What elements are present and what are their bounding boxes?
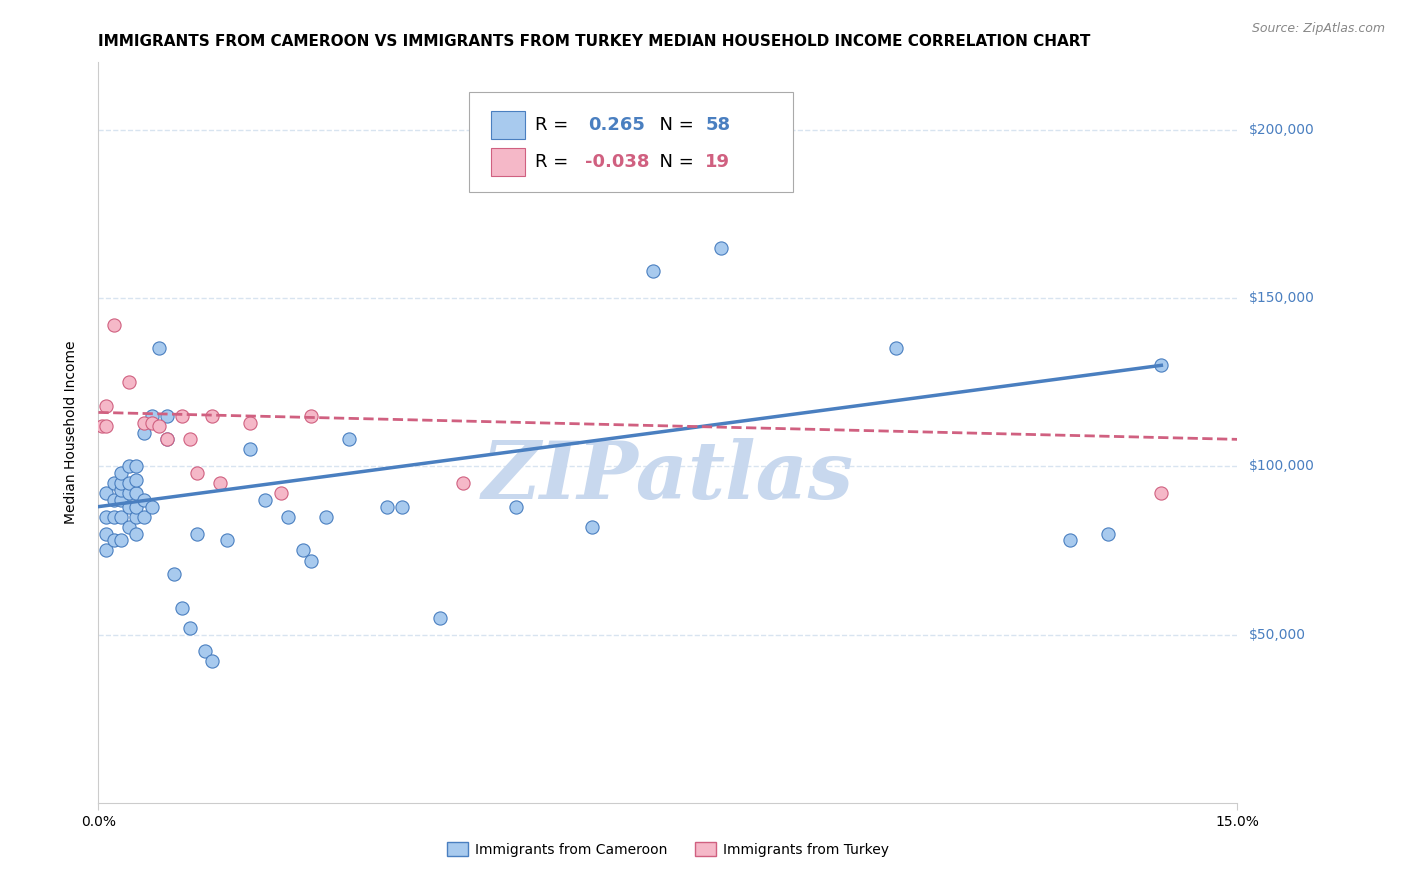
Immigrants from Cameroon: [94, 543, 117, 558]
Text: R =: R =: [534, 153, 574, 170]
Immigrants from Cameroon: [1097, 526, 1119, 541]
Text: ZIPatlas: ZIPatlas: [482, 438, 853, 516]
Immigrants from Turkey: [299, 409, 322, 423]
Immigrants from Cameroon: [581, 520, 603, 534]
Immigrants from Cameroon: [110, 509, 132, 524]
Immigrants from Turkey: [156, 433, 179, 447]
Immigrants from Cameroon: [103, 533, 125, 548]
Immigrants from Turkey: [1150, 486, 1173, 500]
Immigrants from Cameroon: [125, 509, 148, 524]
Immigrants from Cameroon: [277, 509, 299, 524]
Immigrants from Cameroon: [163, 566, 186, 581]
Immigrants from Cameroon: [315, 509, 337, 524]
Text: N =: N =: [648, 153, 700, 170]
Immigrants from Cameroon: [103, 509, 125, 524]
Immigrants from Cameroon: [641, 264, 664, 278]
Text: -0.038: -0.038: [585, 153, 650, 170]
Immigrants from Turkey: [148, 418, 170, 433]
Immigrants from Cameroon: [391, 500, 413, 514]
Immigrants from Cameroon: [125, 486, 148, 500]
Immigrants from Cameroon: [170, 600, 193, 615]
Immigrants from Cameroon: [292, 543, 315, 558]
Immigrants from Turkey: [94, 418, 117, 433]
Immigrants from Cameroon: [110, 492, 132, 507]
Immigrants from Cameroon: [125, 500, 148, 514]
Text: $50,000: $50,000: [1249, 628, 1305, 641]
Immigrants from Cameroon: [375, 500, 398, 514]
Immigrants from Cameroon: [94, 526, 117, 541]
Immigrants from Cameroon: [194, 644, 217, 658]
Immigrants from Cameroon: [94, 509, 117, 524]
Immigrants from Turkey: [208, 476, 231, 491]
Immigrants from Turkey: [239, 416, 262, 430]
Immigrants from Cameroon: [429, 610, 451, 624]
Immigrants from Cameroon: [118, 476, 141, 491]
Immigrants from Cameroon: [118, 520, 141, 534]
Y-axis label: Median Household Income: Median Household Income: [63, 341, 77, 524]
Immigrants from Turkey: [103, 318, 125, 332]
Immigrants from Turkey: [91, 418, 114, 433]
Immigrants from Turkey: [141, 416, 163, 430]
Immigrants from Cameroon: [110, 466, 132, 480]
Text: IMMIGRANTS FROM CAMEROON VS IMMIGRANTS FROM TURKEY MEDIAN HOUSEHOLD INCOME CORRE: IMMIGRANTS FROM CAMEROON VS IMMIGRANTS F…: [98, 34, 1091, 49]
Immigrants from Cameroon: [141, 500, 163, 514]
Text: $150,000: $150,000: [1249, 291, 1315, 305]
Text: R =: R =: [534, 116, 574, 134]
Immigrants from Turkey: [94, 399, 117, 413]
Immigrants from Cameroon: [110, 533, 132, 548]
Immigrants from Cameroon: [884, 342, 907, 356]
Bar: [491, 147, 526, 176]
Text: 0.265: 0.265: [588, 116, 645, 134]
Immigrants from Cameroon: [125, 459, 148, 474]
Immigrants from Cameroon: [505, 500, 527, 514]
Immigrants from Cameroon: [201, 655, 224, 669]
Immigrants from Turkey: [118, 375, 141, 389]
Immigrants from Turkey: [201, 409, 224, 423]
Text: 58: 58: [706, 116, 731, 134]
Immigrants from Cameroon: [156, 409, 179, 423]
Immigrants from Cameroon: [299, 553, 322, 567]
Text: $200,000: $200,000: [1249, 123, 1315, 136]
Immigrants from Cameroon: [710, 240, 733, 255]
Legend: Immigrants from Cameroon, Immigrants from Turkey: Immigrants from Cameroon, Immigrants fro…: [441, 837, 894, 863]
Immigrants from Cameroon: [239, 442, 262, 457]
FancyBboxPatch shape: [468, 92, 793, 192]
Immigrants from Turkey: [132, 416, 155, 430]
Immigrants from Cameroon: [186, 526, 208, 541]
Text: N =: N =: [648, 116, 700, 134]
Immigrants from Cameroon: [132, 509, 155, 524]
Immigrants from Cameroon: [254, 492, 277, 507]
Immigrants from Cameroon: [125, 473, 148, 487]
Immigrants from Cameroon: [103, 476, 125, 491]
Immigrants from Cameroon: [217, 533, 239, 548]
Immigrants from Cameroon: [125, 526, 148, 541]
Immigrants from Cameroon: [179, 621, 201, 635]
Text: 19: 19: [706, 153, 731, 170]
Immigrants from Cameroon: [110, 483, 132, 497]
Immigrants from Cameroon: [141, 409, 163, 423]
Immigrants from Cameroon: [94, 486, 117, 500]
Bar: [491, 111, 526, 138]
Immigrants from Cameroon: [156, 433, 179, 447]
Immigrants from Cameroon: [132, 492, 155, 507]
Immigrants from Cameroon: [1059, 533, 1081, 548]
Immigrants from Cameroon: [118, 500, 141, 514]
Immigrants from Cameroon: [110, 476, 132, 491]
Text: Source: ZipAtlas.com: Source: ZipAtlas.com: [1251, 22, 1385, 36]
Text: $100,000: $100,000: [1249, 459, 1315, 474]
Immigrants from Cameroon: [118, 486, 141, 500]
Immigrants from Cameroon: [1150, 359, 1173, 373]
Immigrants from Turkey: [179, 433, 201, 447]
Immigrants from Cameroon: [148, 342, 170, 356]
Immigrants from Cameroon: [337, 433, 360, 447]
Immigrants from Turkey: [270, 486, 292, 500]
Immigrants from Turkey: [170, 409, 193, 423]
Immigrants from Cameroon: [103, 492, 125, 507]
Immigrants from Cameroon: [132, 425, 155, 440]
Immigrants from Turkey: [186, 466, 208, 480]
Immigrants from Cameroon: [118, 459, 141, 474]
Immigrants from Turkey: [451, 476, 474, 491]
